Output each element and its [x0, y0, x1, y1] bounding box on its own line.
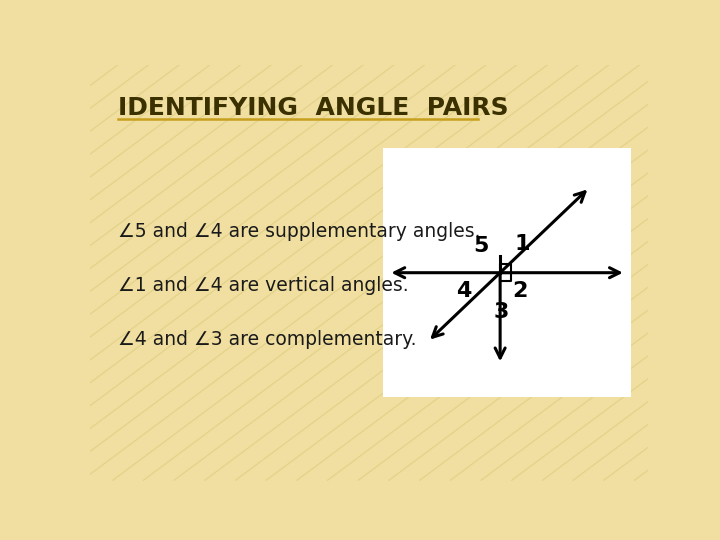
Text: IDENTIFYING  ANGLE  PAIRS: IDENTIFYING ANGLE PAIRS — [118, 96, 508, 120]
Bar — [383, 148, 631, 397]
Text: 3: 3 — [493, 302, 509, 322]
Text: 1: 1 — [515, 234, 530, 254]
Text: ∠5 and ∠4 are supplementary angles.: ∠5 and ∠4 are supplementary angles. — [118, 221, 480, 241]
Text: 4: 4 — [456, 281, 472, 301]
Text: ∠1 and ∠4 are vertical angles.: ∠1 and ∠4 are vertical angles. — [118, 276, 408, 295]
Text: 5: 5 — [473, 235, 488, 255]
Text: ∠4 and ∠3 are complementary.: ∠4 and ∠3 are complementary. — [118, 330, 416, 349]
Text: 2: 2 — [512, 281, 527, 301]
